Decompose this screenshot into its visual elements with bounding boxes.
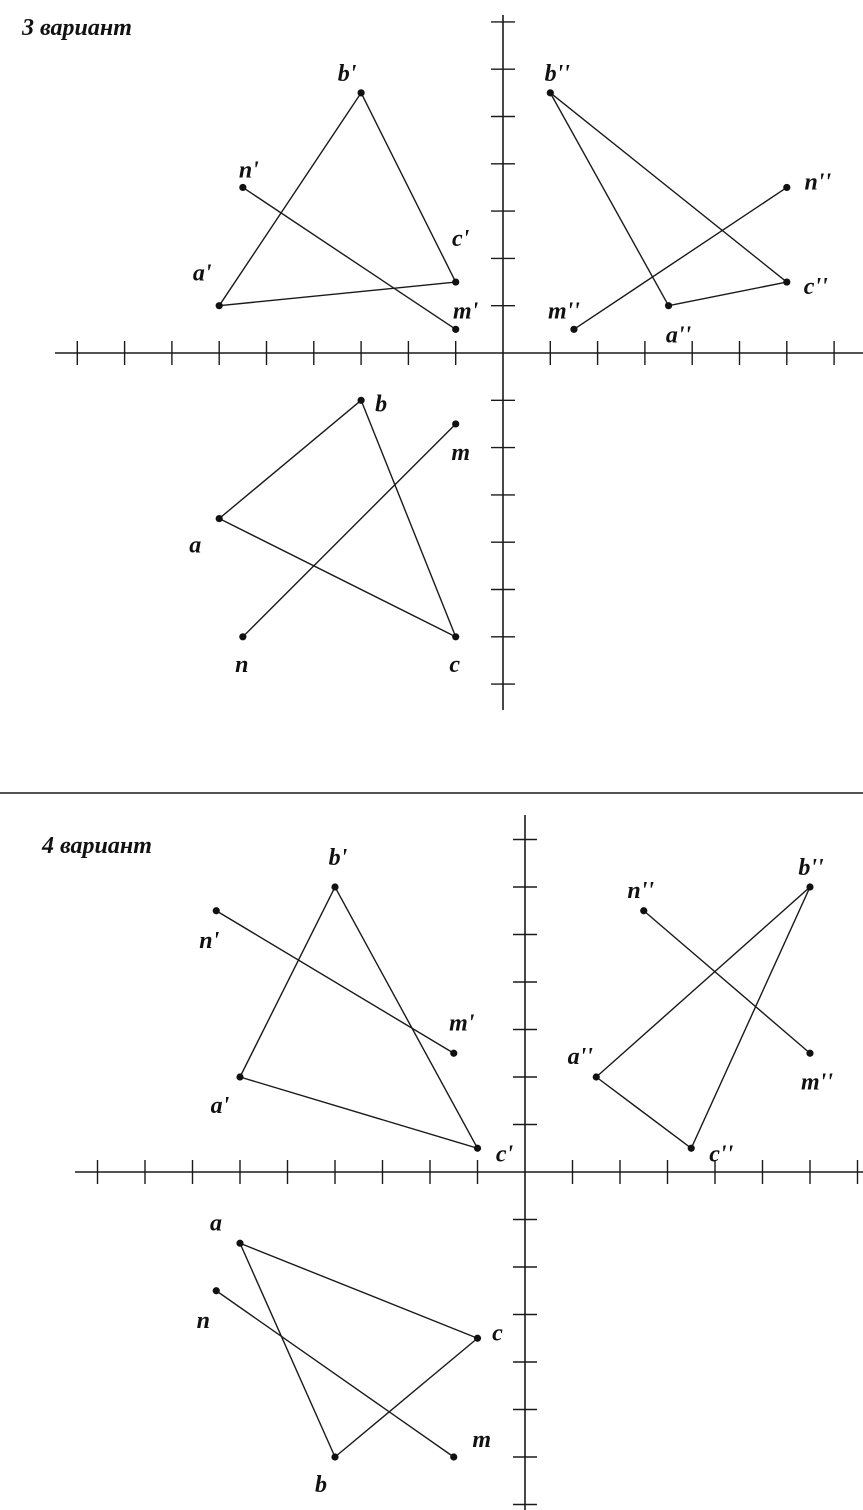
variant-4-diagram: b' n' m' a' c' b'' n'' m'' a'' c'' a n c b m: [75, 815, 863, 1510]
variant-3-diagram: b' n' c' a' m' b'' n'' c'' a'' m'' b m a n c: [55, 15, 863, 710]
point-c2: [687, 1144, 695, 1152]
point-label-a: a: [210, 1210, 222, 1236]
segment-c2-a2: [595, 1076, 692, 1149]
point-label-m2: m'': [548, 298, 580, 324]
segment-c-a: [239, 1242, 478, 1339]
segment-c-a: [218, 517, 457, 638]
point-label-a1: a': [211, 1093, 230, 1119]
point-n1: [212, 907, 220, 915]
variant-4-title: 4 вариант: [41, 833, 152, 859]
point-label-c1: c': [452, 226, 470, 252]
point-m: [450, 1453, 458, 1461]
segment-n-m: [242, 423, 457, 638]
point-c: [473, 1334, 482, 1342]
point-a2: [592, 1073, 600, 1081]
point-m1: [450, 1049, 458, 1057]
point-label-m1: m': [449, 1010, 475, 1036]
segment-a-b: [239, 1242, 336, 1458]
point-n: [239, 633, 247, 641]
point-a2: [664, 302, 673, 310]
point-a: [236, 1239, 244, 1247]
point-n1: [239, 183, 247, 192]
point-c1: [452, 278, 460, 286]
point-label-a2: a'': [666, 323, 692, 349]
point-c: [452, 633, 460, 641]
point-label-n: n: [235, 652, 248, 678]
segment-b2-c2: [690, 886, 811, 1149]
point-label-n2: n'': [627, 878, 654, 904]
point-label-a: a: [189, 533, 201, 559]
point-label-a1: a': [193, 261, 212, 287]
point-label-b2: b'': [798, 855, 824, 881]
segment-c1-a1: [219, 281, 456, 307]
point-c1: [473, 1144, 482, 1152]
point-label-c: c: [492, 1320, 503, 1346]
segment-m2-n2: [573, 186, 788, 330]
segment-c1-a1: [239, 1076, 478, 1149]
point-label-a2: a'': [568, 1044, 594, 1070]
point-label-b1: b': [338, 61, 357, 87]
segment-a1-b1: [218, 92, 362, 307]
segment-a2-b2: [595, 886, 811, 1078]
point-label-c: c: [449, 652, 460, 678]
point-b: [357, 396, 365, 404]
segment-a2-b2: [549, 92, 670, 307]
point-label-c1: c': [496, 1141, 514, 1167]
segment-b1-c1: [334, 886, 479, 1149]
segment-n-m: [215, 1290, 455, 1458]
point-label-b: b: [315, 1472, 327, 1498]
point-label-n1: n': [199, 928, 219, 954]
point-b: [331, 1453, 339, 1461]
segment-n1-m1: [215, 910, 455, 1054]
point-b1: [357, 89, 365, 97]
point-a: [215, 514, 223, 523]
segment-a-b: [218, 399, 362, 520]
segment-n1-m1: [242, 186, 457, 330]
point-label-c2: c'': [804, 274, 828, 300]
point-m2: [806, 1049, 814, 1057]
point-label-m2: m'': [801, 1069, 833, 1095]
segment-b2-c2: [549, 92, 788, 283]
point-b2: [806, 883, 814, 891]
point-n: [212, 1287, 220, 1295]
segment-b-c: [360, 400, 457, 638]
point-m1: [452, 325, 460, 333]
point-label-m1: m': [453, 298, 479, 324]
point-label-c2: c'': [709, 1141, 733, 1167]
segment-n2-m2: [643, 910, 811, 1054]
point-b2: [546, 89, 554, 97]
segment-b-c: [334, 1337, 478, 1458]
point-label-n2: n'': [804, 169, 831, 195]
segment-c2-a2: [668, 281, 787, 307]
point-label-n: n: [197, 1308, 210, 1334]
point-label-m: m: [472, 1427, 491, 1453]
point-m2: [570, 325, 578, 333]
point-c2: [783, 278, 791, 286]
point-n2: [783, 183, 791, 192]
point-m: [452, 420, 460, 428]
point-label-m: m: [451, 440, 470, 466]
segment-a1-b1: [239, 886, 336, 1078]
point-n2: [640, 907, 648, 915]
point-b1: [331, 883, 339, 891]
point-label-b1: b': [329, 845, 348, 871]
segment-b1-c1: [360, 92, 457, 283]
point-a1: [215, 302, 223, 310]
point-a1: [236, 1073, 244, 1081]
point-label-b: b: [375, 391, 387, 417]
variant-3-title: 3 вариант: [21, 15, 132, 41]
point-label-b2: b'': [545, 61, 571, 87]
point-label-n1: n': [239, 157, 259, 183]
